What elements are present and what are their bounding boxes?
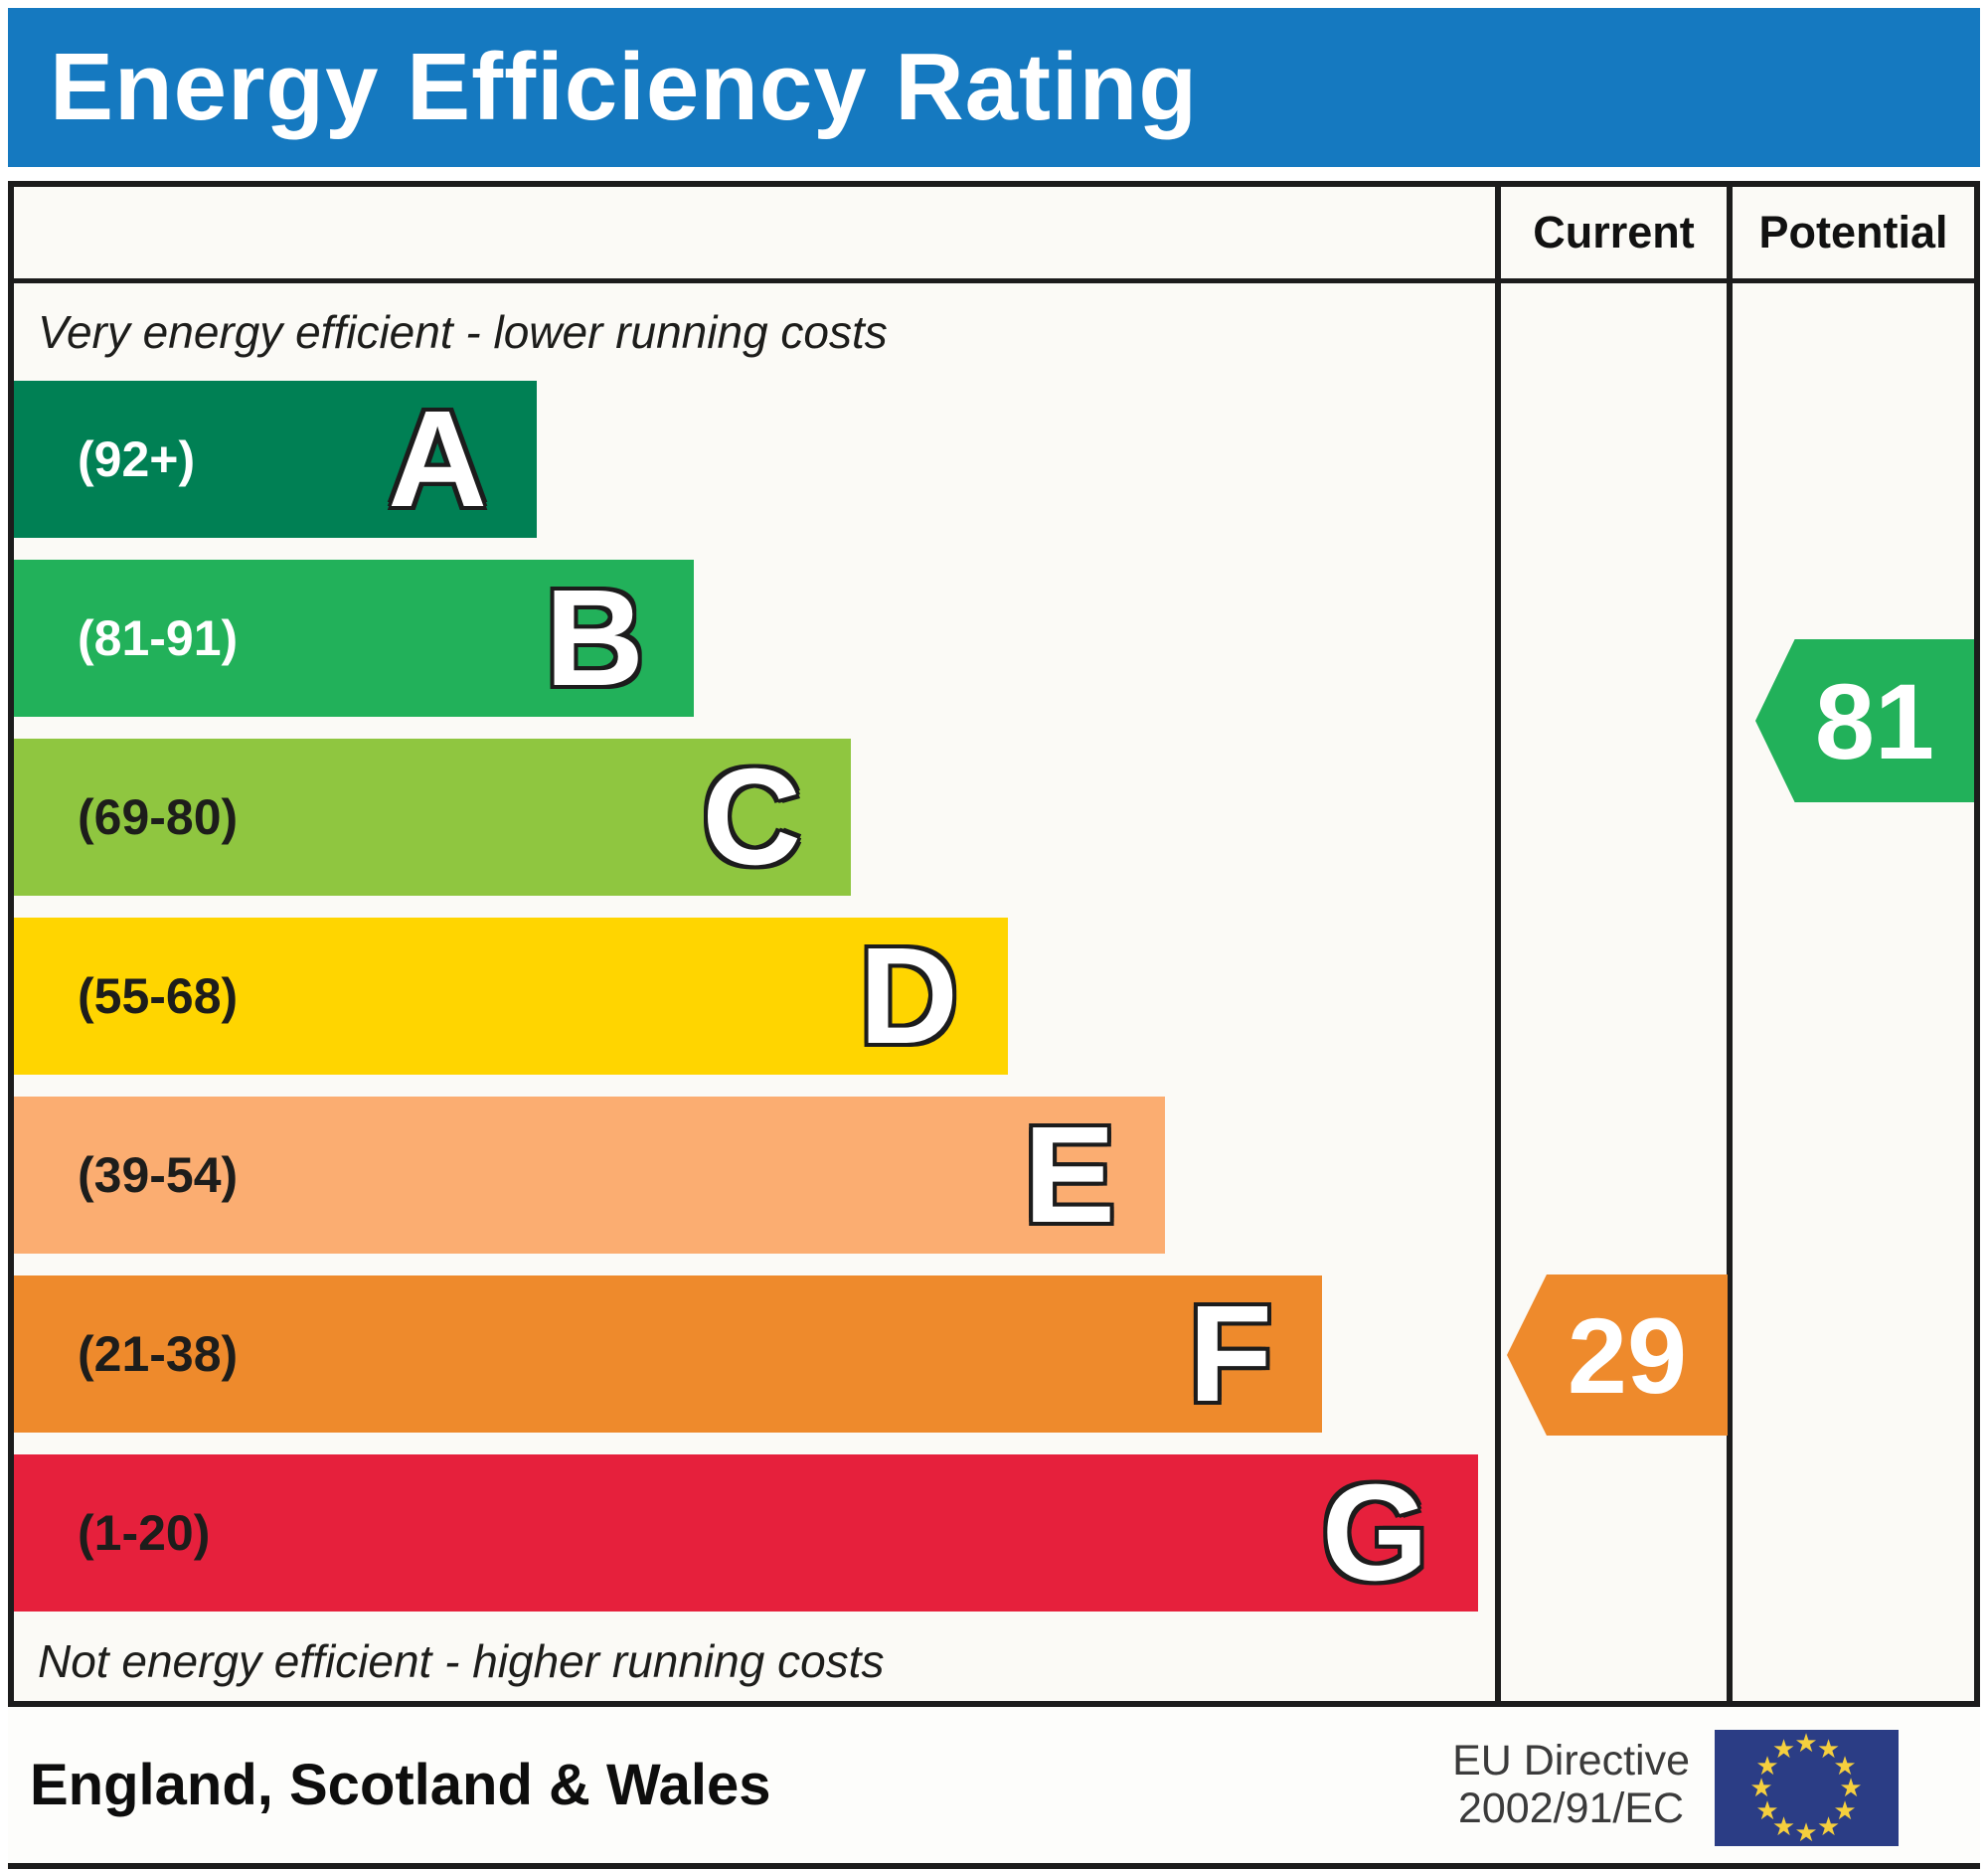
title-bar: Energy Efficiency Rating <box>8 8 1980 167</box>
band-row-b: (81-91) B <box>14 560 694 717</box>
eu-flag-star-icon: ★ <box>1833 1750 1857 1781</box>
band-bar-b: (81-91) B <box>14 560 694 717</box>
footer-bar: England, Scotland & Wales EU Directive 2… <box>8 1707 1980 1869</box>
eu-flag-star-icon: ★ <box>1794 1817 1818 1847</box>
current-rating-arrow: 29 <box>1507 1274 1728 1436</box>
eu-flag-star-icon: ★ <box>1771 1734 1796 1765</box>
current-column-divider <box>1495 187 1501 1701</box>
band-row-a: (92+) A <box>14 381 537 538</box>
eu-flag-star-icon: ★ <box>1833 1794 1857 1825</box>
band-row-e: (39-54) E <box>14 1097 1165 1254</box>
current-column-header: Current <box>1533 207 1695 257</box>
band-bar-a: (92+) A <box>14 381 537 538</box>
band-bar-g: (1-20) G <box>14 1454 1478 1612</box>
potential-column-divider <box>1727 187 1733 1701</box>
band-bar-d: (55-68) D <box>14 918 1008 1075</box>
band-row-g: (1-20) G <box>14 1454 1478 1612</box>
eu-flag-star-icon: ★ <box>1816 1734 1841 1765</box>
eu-flag-star-icon: ★ <box>1771 1810 1796 1841</box>
band-letter: C <box>702 741 801 894</box>
band-range-label: (21-38) <box>78 1326 239 1382</box>
band-letter: G <box>1321 1456 1428 1610</box>
column-header-row: Current Potential <box>14 187 1974 283</box>
band-bar-c: (69-80) C <box>14 739 851 896</box>
band-range-label: (69-80) <box>78 789 239 845</box>
eu-flag-star-icon: ★ <box>1839 1773 1863 1802</box>
rating-table: Current Potential Very energy efficient … <box>8 181 1980 1707</box>
band-bar-e: (39-54) E <box>14 1097 1165 1254</box>
band-letter: B <box>545 562 644 715</box>
band-range-label: (1-20) <box>78 1505 211 1561</box>
not-efficient-note: Not energy efficient - higher running co… <box>38 1635 885 1687</box>
eu-flag-star-icon: ★ <box>1755 1750 1779 1781</box>
band-range-label: (81-91) <box>78 610 239 666</box>
band-letter: D <box>859 920 958 1073</box>
region-label: England, Scotland & Wales <box>30 1753 771 1817</box>
band-letter: F <box>1188 1277 1272 1431</box>
very-efficient-note: Very energy efficient - lower running co… <box>38 306 888 358</box>
page-title: Energy Efficiency Rating <box>50 34 1198 140</box>
eu-flag-star-icon: ★ <box>1816 1810 1841 1841</box>
band-row-d: (55-68) D <box>14 918 1008 1075</box>
band-row-c: (69-80) C <box>14 739 851 896</box>
potential-rating-value: 81 <box>1814 660 1935 781</box>
eu-flag-star-icon: ★ <box>1794 1728 1818 1758</box>
eu-flag-star-icon: ★ <box>1755 1794 1779 1825</box>
potential-rating-arrow: 81 <box>1755 639 1974 802</box>
eu-directive-label: EU Directive 2002/91/EC <box>1452 1737 1690 1832</box>
band-letter: A <box>388 383 487 536</box>
band-range-label: (55-68) <box>78 968 239 1024</box>
current-rating-value: 29 <box>1567 1294 1688 1416</box>
band-range-label: (39-54) <box>78 1147 239 1203</box>
eu-flag-icon: ★ ★ ★ ★ ★ ★ ★ ★ ★ ★ ★ ★ <box>1715 1730 1899 1846</box>
potential-column-header: Potential <box>1758 207 1948 257</box>
eu-directive-line1: EU Directive <box>1452 1737 1690 1784</box>
band-row-f: (21-38) F <box>14 1275 1322 1433</box>
band-bar-f: (21-38) F <box>14 1275 1322 1433</box>
band-letter: E <box>1023 1099 1115 1252</box>
eu-flag-star-icon: ★ <box>1749 1773 1773 1802</box>
band-range-label: (92+) <box>78 431 196 487</box>
eu-directive-line2: 2002/91/EC <box>1457 1784 1685 1832</box>
